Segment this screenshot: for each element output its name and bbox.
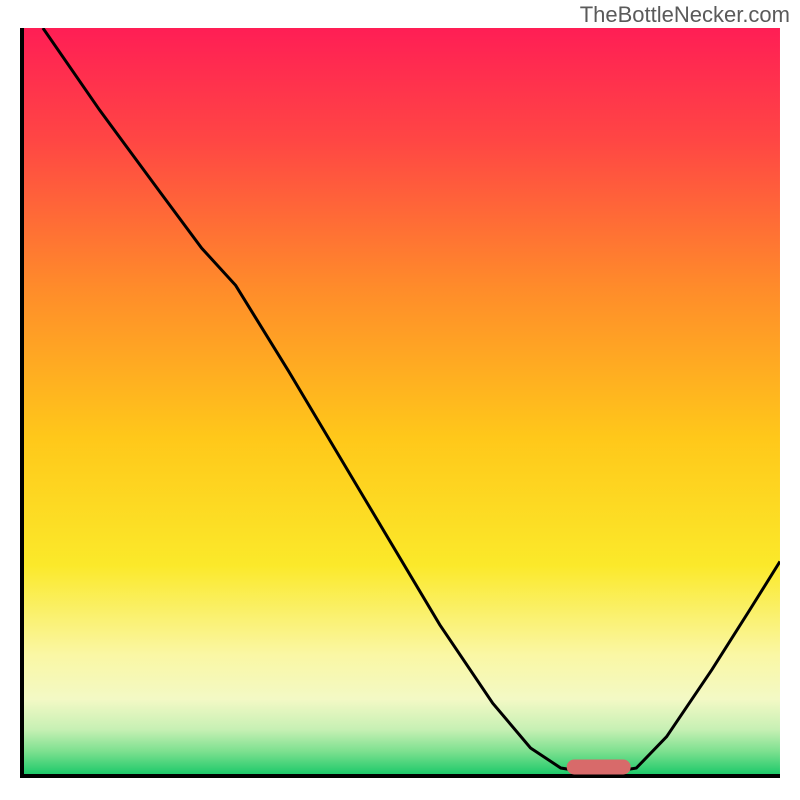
- bottleneck-chart: [20, 28, 780, 778]
- bottleneck-curve: [24, 28, 780, 774]
- watermark-text: TheBottleNecker.com: [580, 2, 790, 28]
- optimal-marker: [566, 759, 631, 774]
